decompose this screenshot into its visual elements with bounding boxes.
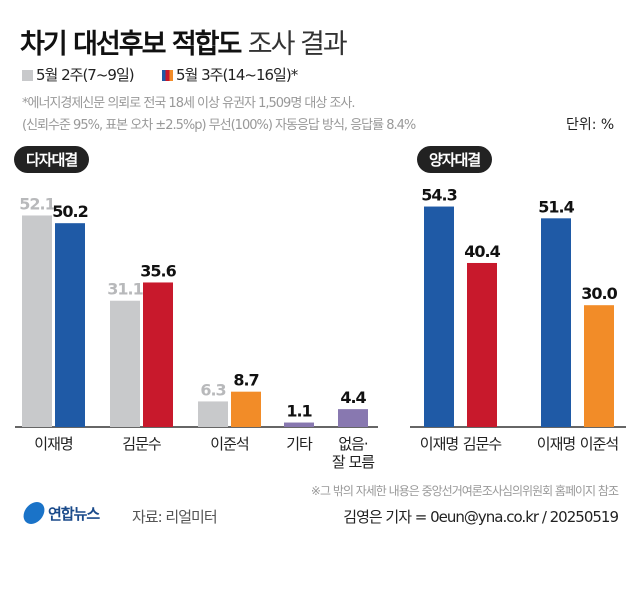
bar-two-way [467, 262, 497, 427]
legend-label: 5월 2주(7~9일) [36, 66, 135, 84]
source-label: 자료: 리얼미터 [132, 508, 218, 526]
legend-swatch [22, 70, 33, 81]
title-bold: 차기 대선후보 적합도 [20, 29, 242, 60]
category-label: 잘 모름 [332, 453, 375, 471]
legend-item-week2: 5월 2주(7~9일) [22, 64, 135, 85]
title-light: 조사 결과 [247, 29, 348, 60]
category-label: 이준석 [210, 435, 248, 453]
bar-week2 [198, 401, 228, 427]
bar-week2-label: 6.3 [200, 380, 225, 399]
logo-icon [21, 502, 47, 524]
category-label: 김문수 [463, 435, 502, 453]
legend-item-week3: 5월 3주(14~16일)* [162, 64, 298, 85]
legend-swatch [162, 70, 173, 81]
category-label: 김문수 [122, 435, 161, 453]
bar-two-way-label: 40.4 [464, 242, 500, 261]
bar-week3 [338, 409, 368, 427]
bar-week3-label: 50.2 [52, 202, 87, 221]
logo-text: 연합뉴스 [48, 504, 100, 523]
bar-week3 [284, 422, 314, 427]
category-label: 이재명 [420, 435, 458, 453]
yonhap-logo: 연합뉴스 [21, 502, 100, 524]
bar-week3-label: 35.6 [140, 261, 176, 280]
category-label: 기타 [286, 435, 313, 453]
credit-label: 김영은 기자 = 0eun@yna.co.kr / 20250519 [343, 508, 619, 526]
bar-week3-label: 8.7 [233, 371, 258, 390]
category-label: 이재명 [34, 435, 72, 453]
legend-label: 5월 3주(14~16일)* [176, 66, 298, 84]
bar-two-way-label: 51.4 [538, 197, 574, 216]
bar-two-way-label: 54.3 [421, 186, 456, 205]
bar-two-way [541, 218, 571, 427]
page-title: 차기 대선후보 적합도 조사 결과 [20, 22, 348, 61]
bar-week2-label: 31.1 [107, 280, 143, 299]
bar-week2 [22, 215, 52, 427]
bar-week2 [110, 300, 140, 427]
bar-week3 [143, 282, 173, 427]
category-label: 없음· [338, 435, 368, 453]
bar-week3-label: 1.1 [286, 402, 312, 421]
category-label: 이준석 [580, 435, 618, 453]
unit-label: 단위: % [566, 117, 615, 133]
bar-week3-label: 4.4 [340, 388, 366, 407]
multi-race-label: 다자대결 [14, 146, 90, 173]
bar-two-way-label: 30.0 [581, 284, 617, 303]
bar-week2-label: 52.1 [19, 194, 55, 213]
survey-note-2: (신뢰수준 95%, 표본 오차 ±2.5%p) 무선(100%) 자동응답 방… [22, 118, 416, 133]
two-way-race-label: 양자대결 [417, 146, 493, 173]
category-label: 이재명 [537, 435, 575, 453]
bar-week3 [231, 391, 261, 427]
bar-two-way [584, 305, 614, 427]
bar-two-way [424, 206, 454, 427]
survey-note-1: *에너지경제신문 의뢰로 전국 18세 이상 유권자 1,509명 대상 조사. [22, 96, 356, 111]
footer-note: ※그 밖의 자세한 내용은 중앙선거여론조사심의위원회 홈페이지 참조 [310, 484, 619, 498]
bar-chart: 52.150.2 이재명 31.135.6 김문수 6.3 8.7 이준석 1.1 기타 4.4 없… [15, 186, 626, 471]
bar-week3 [55, 223, 85, 427]
